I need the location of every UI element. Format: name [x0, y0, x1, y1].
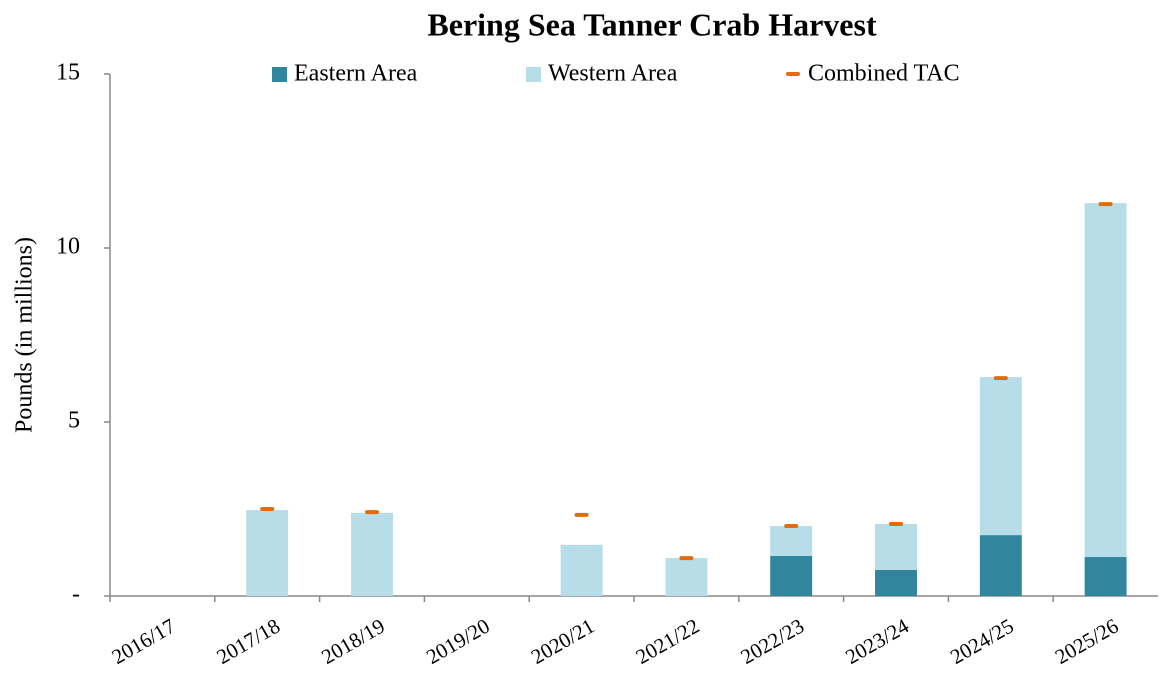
x-tick-label: 2016/17	[108, 614, 180, 669]
legend-swatch	[786, 72, 800, 76]
x-tick-label: 2025/26	[1051, 614, 1123, 669]
chart-title: Bering Sea Tanner Crab Harvest	[427, 6, 877, 42]
bar-segment	[560, 544, 603, 596]
tac-marker	[365, 510, 379, 515]
bar-segment	[979, 377, 1022, 536]
y-tick-label: 15	[56, 60, 80, 86]
bar-segment	[1084, 203, 1127, 558]
bar-segment	[875, 523, 917, 570]
x-tick-label: 2019/20	[422, 614, 494, 669]
bar-segment	[979, 535, 1022, 596]
y-tick-label: 10	[56, 234, 80, 260]
legend-label: Western Area	[548, 61, 678, 87]
x-tick-label: 2020/21	[527, 614, 599, 669]
bar-segment	[351, 512, 393, 596]
tac-marker	[1098, 202, 1113, 207]
tac-marker	[784, 524, 799, 529]
tac-marker	[889, 521, 903, 526]
tac-marker	[260, 507, 275, 511]
bar-segment	[770, 555, 813, 596]
tac-marker	[679, 556, 694, 561]
bar-segment	[875, 569, 917, 596]
y-tick-label: -	[72, 582, 80, 608]
y-tick-label: 5	[68, 408, 80, 434]
bar-segment	[1084, 557, 1127, 596]
x-tick-label: 2022/23	[736, 614, 808, 669]
bar-segment	[665, 558, 708, 596]
tac-marker	[993, 376, 1008, 381]
legend-swatch	[272, 67, 287, 82]
x-tick-label: 2024/25	[946, 614, 1018, 669]
x-tick-label: 2021/22	[632, 614, 704, 669]
legend-label: Combined TAC	[808, 61, 960, 87]
x-tick-label: 2023/24	[841, 613, 913, 668]
legend-label: Eastern Area	[294, 61, 418, 87]
tac-marker	[574, 512, 589, 517]
y-axis-label: Pounds (in millions)	[12, 237, 38, 433]
x-tick-label: 2017/18	[212, 614, 284, 669]
bar-segment	[246, 510, 289, 596]
bar-segment	[770, 526, 813, 556]
legend-swatch	[526, 67, 541, 82]
x-tick-label: 2018/19	[317, 614, 389, 669]
